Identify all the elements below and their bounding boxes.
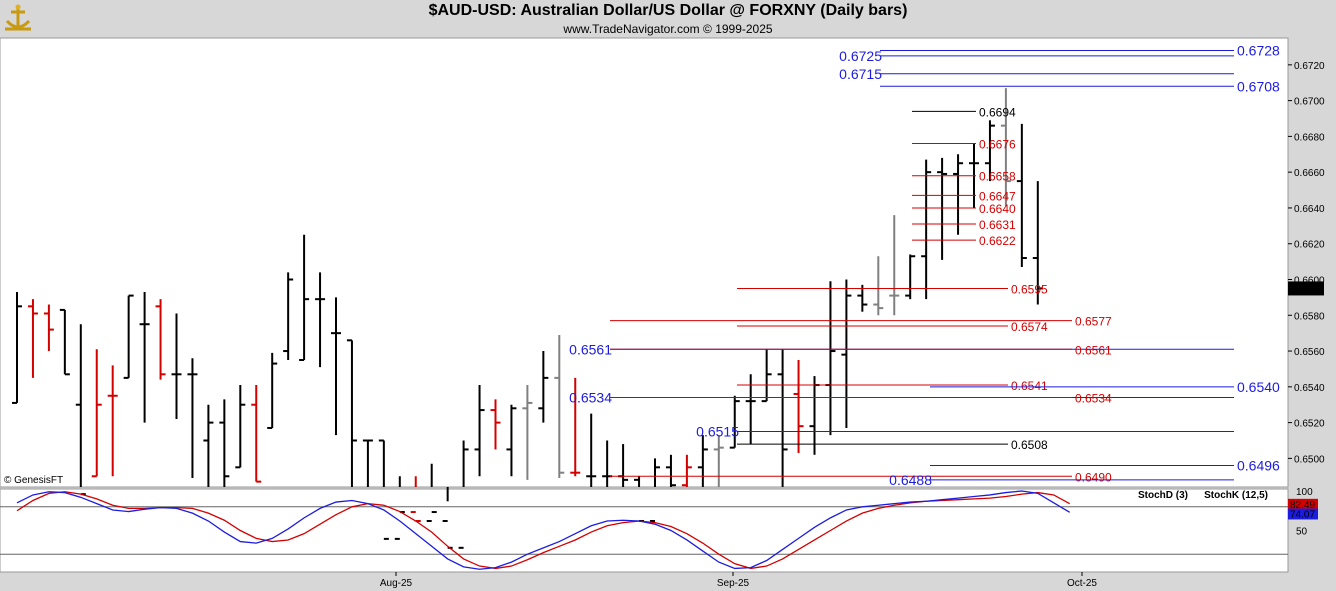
level-label: 0.6496 [1237,458,1280,474]
y-tick-label: 0.6560 [1294,347,1325,358]
last-price-box [1288,281,1324,296]
x-tick-label: Sep-25 [717,578,750,589]
stochk-line [16,490,1071,570]
level-label: 0.6574 [1011,320,1048,334]
stochastic-plot-area[interactable] [0,488,1289,573]
level-label: 0.6488 [889,472,932,488]
y-tick-label: 0.6660 [1294,168,1325,179]
level-label: 0.6540 [1237,379,1280,395]
level-label: 0.6622 [979,234,1016,248]
chart-subtitle: www.TradeNavigator.com © 1999-2025 [563,22,773,36]
y-tick-label: 0.6700 [1294,97,1325,108]
stochk-value-box [1288,508,1318,520]
stochd-value: 82.49 [1290,500,1315,511]
gold-anchor-icon[interactable] [3,3,33,33]
price-plot-area[interactable] [0,37,1289,488]
last-price-label: 0.6595 [1290,284,1321,295]
level-label: 0.6725 [839,48,882,64]
level-label: 0.6534 [1075,392,1112,406]
legend-stochk: StochK (12,5) [1204,490,1268,501]
stochd-line [16,491,1071,570]
stoch-tick-label: 100 [1296,487,1313,498]
level-label: 0.6561 [1075,343,1112,357]
level-label: 0.6541 [1011,379,1048,393]
y-tick-label: 0.6520 [1294,419,1325,430]
legend-stochd: StochD (3) [1138,490,1188,501]
y-tick-label: 0.6720 [1294,61,1325,72]
level-label: 0.6515 [696,424,739,440]
level-label: 0.6508 [1011,438,1048,452]
y-tick-label: 0.6500 [1294,454,1325,465]
level-label: 0.6631 [979,218,1016,232]
y-tick-label: 0.6620 [1294,240,1325,251]
stochd-value-box [1288,498,1318,510]
level-label: 0.6676 [979,138,1016,152]
level-label: 0.6595 [1011,282,1048,296]
chart-header: $AUD-USD: Australian Dollar/US Dollar @ … [0,0,1336,38]
y-tick-label: 0.6600 [1294,275,1325,286]
stoch-tick-label: 50 [1296,527,1308,538]
level-label: 0.6534 [569,390,612,406]
x-tick-label: Aug-25 [380,578,413,589]
y-tick-label: 0.6640 [1294,204,1325,215]
stochk-value: 74.07 [1290,509,1315,520]
x-tick-label: Oct-25 [1067,578,1097,589]
level-label: 0.6561 [569,341,612,357]
level-label: 0.6490 [1075,470,1112,484]
level-label: 0.6658 [979,170,1016,184]
level-label: 0.6715 [839,66,882,82]
watermark: © GenesisFT [4,475,63,486]
level-label: 0.6694 [979,105,1016,119]
level-label: 0.6708 [1237,78,1280,94]
chart-title: $AUD-USD: Australian Dollar/US Dollar @ … [428,2,908,19]
level-label: 0.6577 [1075,315,1112,329]
level-label: 0.6728 [1237,43,1280,59]
y-tick-label: 0.6540 [1294,383,1325,394]
level-label: 0.6640 [979,202,1016,216]
y-tick-label: 0.6580 [1294,311,1325,322]
y-tick-label: 0.6680 [1294,132,1325,143]
level-label: 0.6647 [979,189,1016,203]
